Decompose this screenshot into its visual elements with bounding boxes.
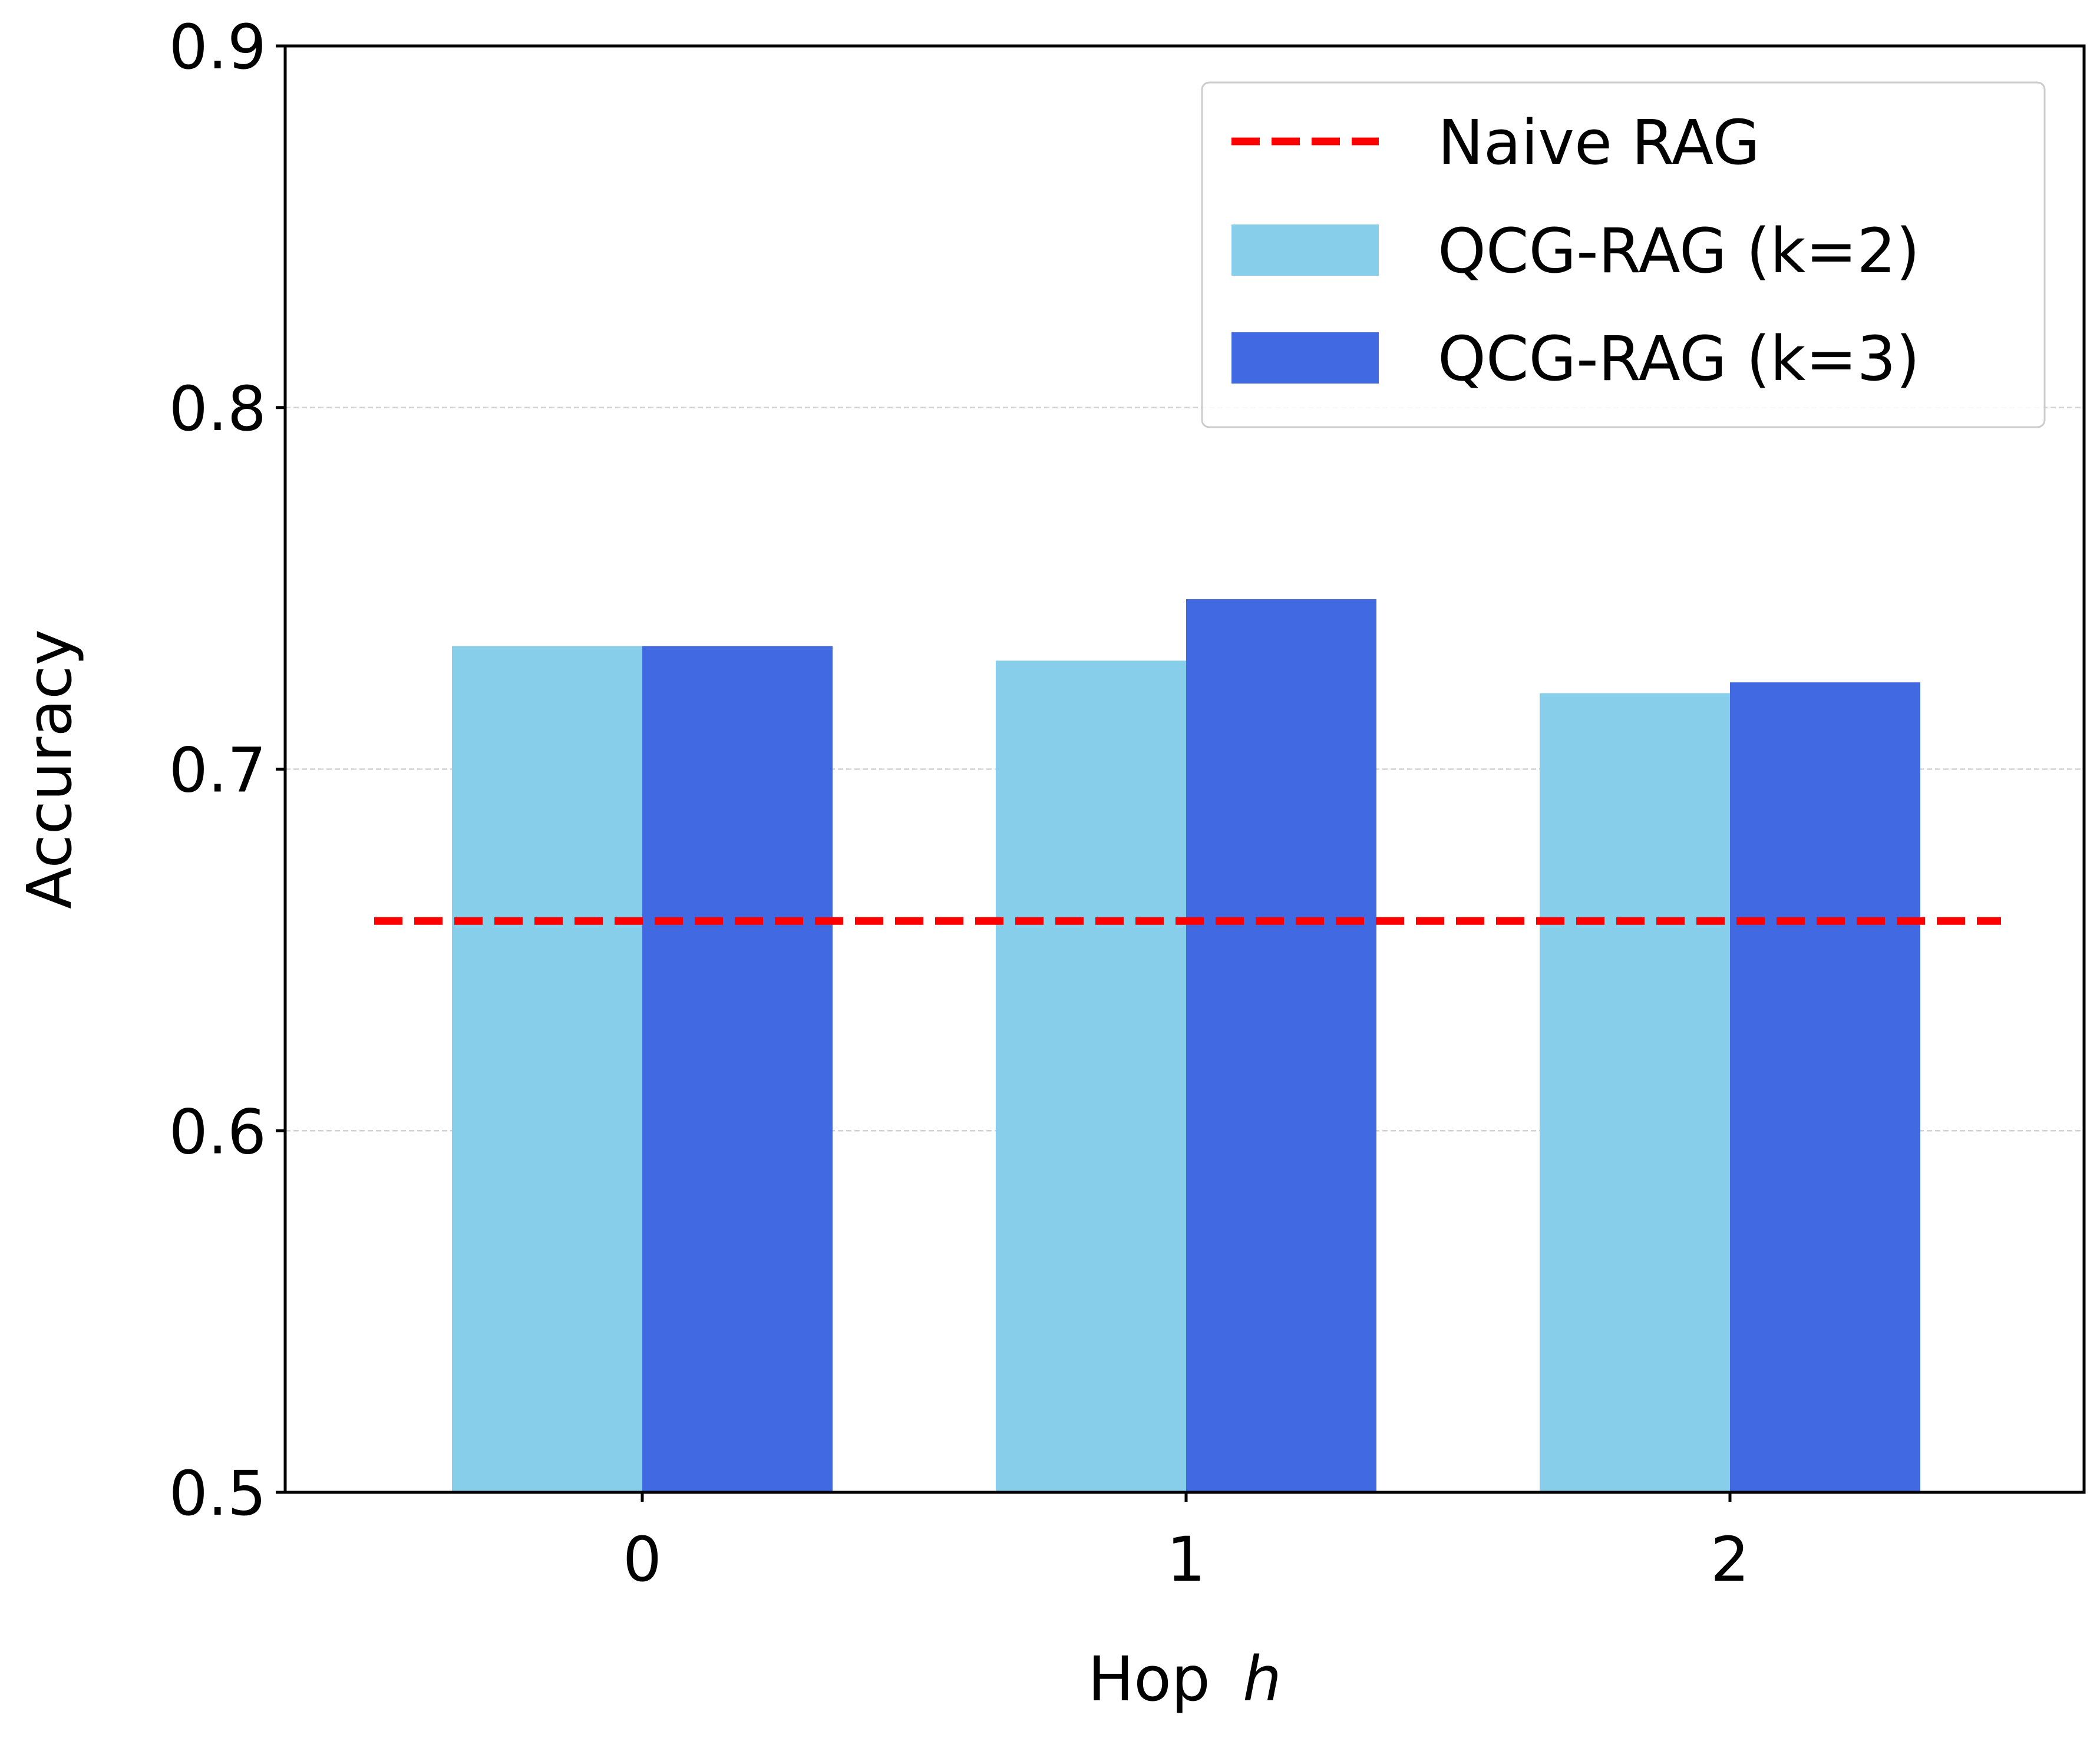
y-axis-label: Accuracy	[14, 629, 85, 909]
y-tick-label: 0.6	[169, 1096, 266, 1168]
y-tick-label: 0.9	[169, 11, 266, 83]
x-axis-label-variable: h	[1243, 1643, 1282, 1715]
x-tick-label: 2	[1711, 1524, 1749, 1595]
y-axis-ticks: 0.5 0.6 0.7 0.8 0.9	[169, 11, 285, 1529]
bar-k3-hop-1	[1186, 599, 1376, 1492]
legend-box	[1201, 81, 2046, 428]
legend-naive-rag-label: Naive RAG	[1438, 107, 1760, 179]
x-axis-label-text: Hop	[1088, 1643, 1210, 1715]
x-axis-label: Hop h	[1088, 1643, 1282, 1715]
x-tick-label: 0	[623, 1524, 662, 1595]
legend-qcg-rag-k3-label: QCG-RAG (k=3)	[1438, 323, 1920, 395]
bar-k3-hop-2	[1730, 682, 1920, 1492]
legend: Naive RAG QCG-RAG (k=2) QCG-RAG (k=3)	[1201, 81, 2046, 428]
legend-qcg-rag-k2-swatch	[1231, 224, 1379, 276]
bar-k2-hop-2	[1540, 693, 1730, 1492]
bar-k2-hop-0	[452, 646, 642, 1492]
x-axis-ticks: 0 1 2	[623, 1492, 1749, 1595]
y-tick-label: 0.5	[169, 1458, 266, 1529]
x-tick-label: 1	[1167, 1524, 1206, 1595]
legend-qcg-rag-k3-swatch	[1231, 332, 1379, 384]
bar-k3-hop-0	[642, 646, 833, 1492]
bars	[452, 599, 1920, 1492]
legend-qcg-rag-k2-label: QCG-RAG (k=2)	[1438, 215, 1920, 287]
y-tick-label: 0.7	[169, 735, 266, 807]
bar-k2-hop-1	[996, 660, 1186, 1492]
y-tick-label: 0.8	[169, 373, 266, 445]
